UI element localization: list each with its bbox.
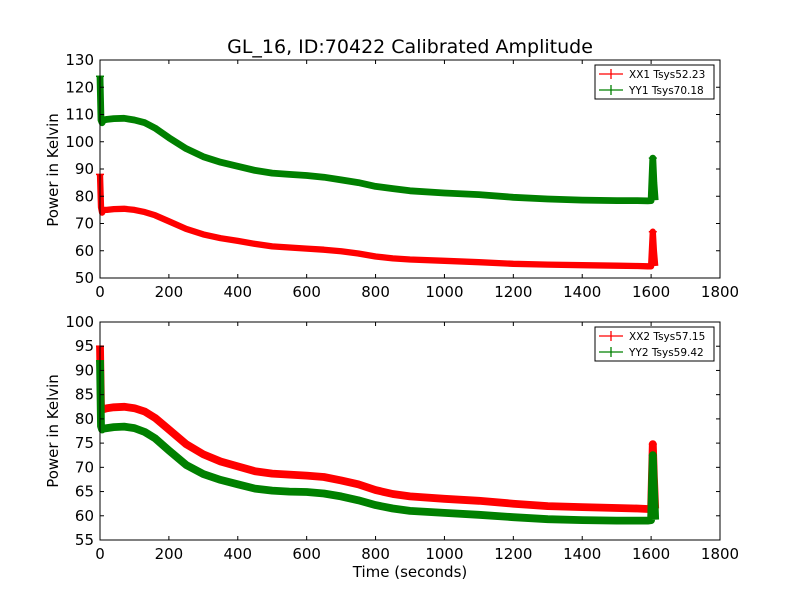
tick-layer: 0 200 400 600 800 1000 1200 1400 1600 1800 50 60 70 8… <box>65 51 739 301</box>
y-tick-label: 70 <box>75 215 94 233</box>
y-axis-label: Power in Kelvin <box>44 374 62 488</box>
legend-entry: XX2 Tsys57.15 <box>629 331 705 343</box>
x-tick-label: 1200 <box>494 545 532 563</box>
bottom-panel: Power in Kelvin Time (seconds) 0 200 400 60… <box>44 313 739 581</box>
y-tick-label: 110 <box>65 106 94 124</box>
top-panel: GL_16, ID:70422 Calibrated Amplitude Pow… <box>44 36 739 301</box>
x-tick-label: 1200 <box>494 283 532 301</box>
y-tick-label: 50 <box>75 269 94 287</box>
plot-frame <box>99 321 721 541</box>
y-tick-label: 100 <box>65 313 94 331</box>
x-tick-label: 400 <box>223 545 252 563</box>
y-tick-label: 100 <box>65 133 94 151</box>
x-tick-label: 1000 <box>425 545 463 563</box>
x-tick-label: 1800 <box>701 283 739 301</box>
x-tick-label: 400 <box>223 283 252 301</box>
x-tick-label: 1600 <box>632 283 670 301</box>
x-tick-label: 1400 <box>563 545 601 563</box>
x-axis-label: Time (seconds) <box>352 563 468 581</box>
x-tick-label: 800 <box>361 283 390 301</box>
x-tick-label: 1600 <box>632 545 670 563</box>
x-tick-label: 0 <box>95 283 105 301</box>
y-tick-label: 90 <box>75 160 94 178</box>
chart-title: GL_16, ID:70422 Calibrated Amplitude <box>227 36 593 58</box>
y-tick-label: 85 <box>75 386 94 404</box>
series-line <box>96 360 660 525</box>
y-axis-label: Power in Kelvin <box>44 113 62 227</box>
series-layer <box>96 75 659 270</box>
y-tick-label: 130 <box>65 51 94 69</box>
x-tick-label: 0 <box>95 545 105 563</box>
legend: XX2 Tsys57.15 YY2 Tsys59.42 <box>594 326 715 362</box>
x-tick-label: 200 <box>155 283 184 301</box>
y-tick-label: 60 <box>75 507 94 525</box>
x-tick-label: 200 <box>155 545 184 563</box>
legend-entry: YY2 Tsys59.42 <box>628 347 704 359</box>
legend-entry: YY1 Tsys70.18 <box>628 85 704 97</box>
y-tick-label: 65 <box>75 483 94 501</box>
series-layer <box>96 345 660 525</box>
y-tick-label: 75 <box>75 434 94 452</box>
y-tick-label: 90 <box>75 361 94 379</box>
x-tick-label: 1400 <box>563 283 601 301</box>
x-tick-label: 1800 <box>701 545 739 563</box>
y-tick-label: 80 <box>75 410 94 428</box>
y-tick-label: 70 <box>75 458 94 476</box>
series-line <box>96 174 659 270</box>
y-tick-label: 95 <box>75 337 94 355</box>
y-tick-label: 120 <box>65 78 94 96</box>
x-tick-label: 600 <box>292 545 321 563</box>
x-tick-label: 1000 <box>425 283 463 301</box>
y-tick-label: 55 <box>75 531 94 549</box>
tick-layer: 0 200 400 600 800 1000 1200 1400 1600 1800 55 60 65 7… <box>65 313 739 563</box>
series-line <box>96 76 659 205</box>
y-tick-label: 60 <box>75 242 94 260</box>
y-tick-label: 80 <box>75 187 94 205</box>
series-line <box>96 346 660 513</box>
legend-entry: XX1 Tsys52.23 <box>629 69 705 81</box>
x-tick-label: 600 <box>292 283 321 301</box>
x-tick-label: 800 <box>361 545 390 563</box>
legend: XX1 Tsys52.23 YY1 Tsys70.18 <box>594 64 715 100</box>
